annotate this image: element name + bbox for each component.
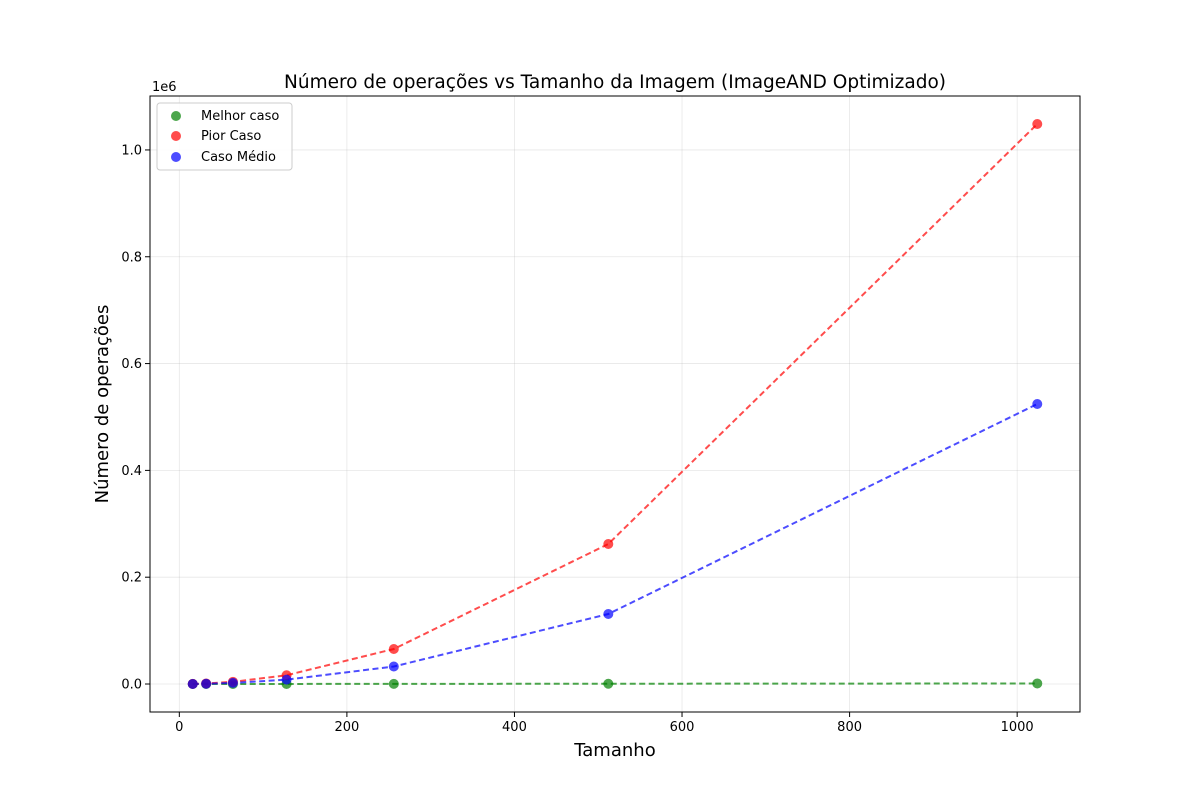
y-tick-label: 0.4 [121, 464, 142, 479]
legend-marker-caso-medio [171, 152, 181, 162]
y-axis: 0.0 0.2 0.4 0.6 0.8 1.0 [121, 143, 150, 693]
data-point-melhor-caso [388, 678, 399, 689]
series-layer [187, 118, 1043, 690]
data-point-caso-medio [201, 678, 212, 689]
legend-marker-melhor-caso [171, 111, 181, 121]
grid [150, 96, 1080, 712]
y-axis-label: Número de operações [92, 305, 113, 504]
x-tick-label: 400 [502, 720, 527, 735]
data-point-caso-medio [227, 677, 238, 688]
data-point-caso-medio [388, 661, 399, 672]
data-point-caso-medio [187, 678, 198, 689]
legend-label-pior-caso: Pior Caso [201, 129, 261, 144]
legend: Melhor caso Pior Caso Caso Médio [156, 102, 293, 171]
data-point-melhor-caso [603, 678, 614, 689]
x-tick-label: 800 [837, 720, 862, 735]
legend-label-melhor-caso: Melhor caso [201, 109, 279, 124]
x-tick-label: 600 [670, 720, 695, 735]
data-point-pior-caso [388, 644, 399, 655]
series-line-melhor-caso [192, 682, 1038, 686]
legend-box [156, 102, 293, 171]
series-line-caso-medio [192, 403, 1038, 685]
data-point-caso-medio [603, 609, 614, 620]
data-point-pior-caso [1032, 118, 1043, 129]
y-tick-label: 1.0 [121, 143, 142, 158]
series-line-pior-caso [192, 123, 1038, 685]
data-point-melhor-caso [1032, 678, 1043, 689]
x-axis-label: Tamanho [573, 740, 655, 761]
data-point-pior-caso [603, 539, 614, 550]
x-tick-label: 0 [175, 720, 183, 735]
x-axis: 0 200 400 600 800 1000 [175, 712, 1034, 735]
y-tick-label: 0.6 [121, 357, 142, 372]
x-tick-label: 200 [334, 720, 359, 735]
data-point-caso-medio [1032, 399, 1043, 410]
y-offset-label: 1e6 [152, 80, 177, 95]
data-point-caso-medio [281, 674, 292, 685]
y-tick-label: 0.0 [121, 678, 142, 693]
y-tick-label: 0.2 [121, 571, 142, 586]
legend-label-caso-medio: Caso Médio [201, 150, 276, 165]
chart-title: Número de operações vs Tamanho da Imagem… [284, 72, 946, 93]
y-tick-label: 0.8 [121, 250, 142, 265]
legend-marker-pior-caso [171, 131, 181, 141]
x-tick-label: 1000 [1001, 720, 1034, 735]
plot-frame [149, 95, 1081, 713]
